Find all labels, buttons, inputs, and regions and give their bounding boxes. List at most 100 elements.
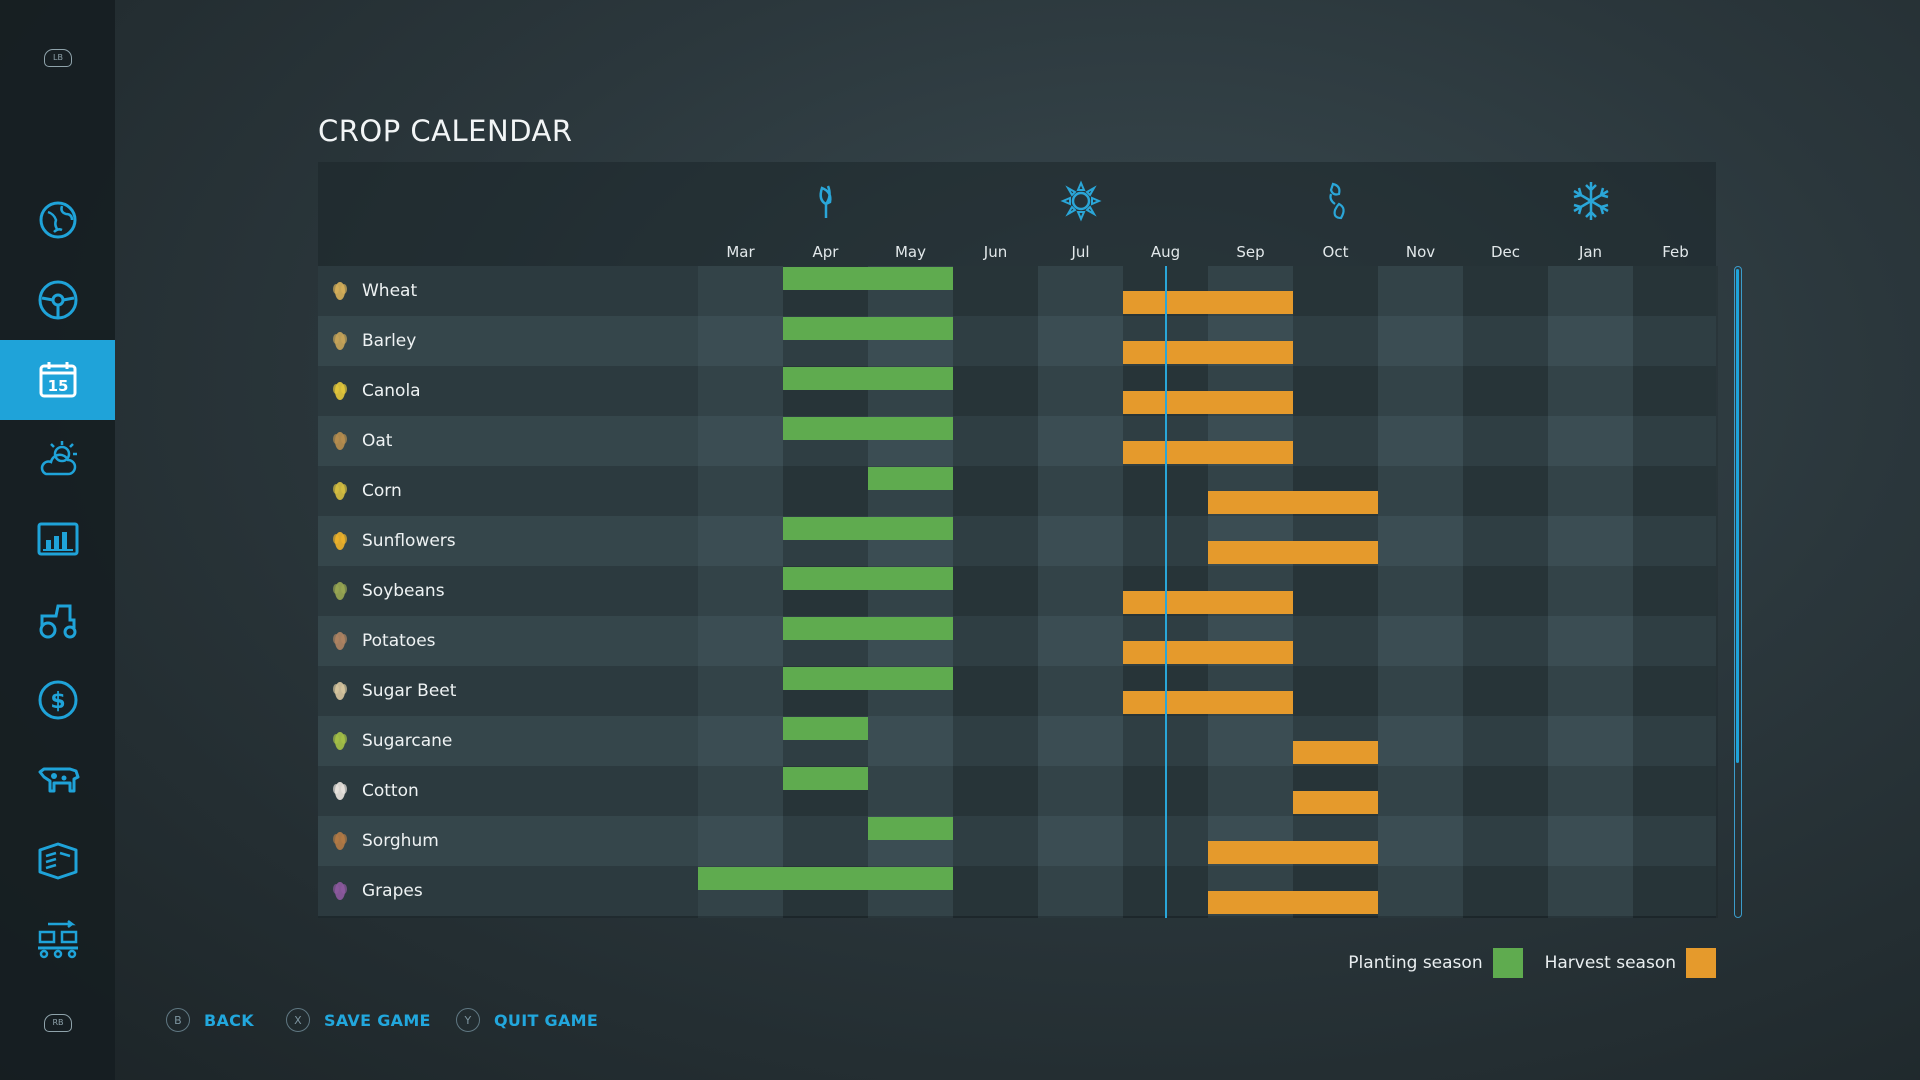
page-title: CROP CALENDAR: [318, 114, 573, 148]
canola-icon: [328, 379, 352, 403]
crop-row: Soybeans: [318, 566, 1716, 616]
planting-bar: [868, 667, 953, 690]
crop-name: Wheat: [362, 281, 418, 301]
month-column: [1293, 266, 1378, 918]
harvest-bar: [1293, 841, 1378, 864]
scrollbar-thumb[interactable]: [1736, 269, 1739, 763]
sidebar-item-animals[interactable]: [0, 740, 115, 820]
harvest-bar: [1208, 441, 1293, 464]
sugar-beet-icon: [328, 679, 352, 703]
sidebar-item-statistics[interactable]: [0, 500, 115, 580]
weather-icon: [40, 441, 77, 476]
planting-bar: [868, 467, 953, 490]
sugarcane-icon: [328, 729, 352, 753]
planting-bar: [868, 867, 953, 890]
planting-bar: [868, 617, 953, 640]
month-label: Sep: [1236, 243, 1265, 261]
planting-bar: [698, 867, 783, 890]
month-label: Jul: [1071, 243, 1090, 261]
crop-name: Soybeans: [362, 581, 445, 601]
harvest-bar: [1208, 691, 1293, 714]
crop-name: Sugar Beet: [362, 681, 457, 701]
planting-bar: [783, 267, 868, 290]
scrollbar[interactable]: [1734, 266, 1742, 918]
sidebar-item-vehicles[interactable]: [0, 260, 115, 340]
calendar-icon: 15: [39, 362, 76, 398]
quit-game-button[interactable]: Y QUIT GAME: [456, 1008, 598, 1032]
month-label: Nov: [1405, 243, 1436, 261]
crop-row: Potatoes: [318, 616, 1716, 666]
barley-icon: [328, 329, 352, 353]
crop-row: Barley: [318, 316, 1716, 366]
month-column: [1463, 266, 1548, 918]
planting-bar: [783, 317, 868, 340]
tractor-icon: [39, 604, 76, 639]
month-label: Feb: [1662, 243, 1689, 261]
svg-text:$: $: [50, 689, 65, 714]
month-label: Apr: [812, 243, 839, 261]
sidebar-item-weather[interactable]: [0, 420, 115, 500]
harvest-bar: [1293, 491, 1378, 514]
cotton-icon: [328, 779, 352, 803]
crop-name: Sorghum: [362, 831, 439, 851]
crop-name: Sunflowers: [362, 531, 456, 551]
planting-bar: [783, 517, 868, 540]
month-label: Mar: [726, 243, 755, 261]
wheat-icon: [328, 279, 352, 303]
crop-name: Potatoes: [362, 631, 436, 651]
sunflower-icon: [328, 529, 352, 553]
planting-bar: [868, 267, 953, 290]
harvest-bar: [1293, 891, 1378, 914]
planting-bar: [783, 717, 868, 740]
summer-icon: [1058, 178, 1104, 224]
planting-bar: [868, 417, 953, 440]
month-column: [1633, 266, 1718, 918]
harvest-bar: [1208, 541, 1293, 564]
current-date-marker: [1164, 266, 1167, 918]
crop-row: Oat: [318, 416, 1716, 466]
globe-map-icon: [39, 201, 76, 239]
crop-row: Sugarcane: [318, 716, 1716, 766]
month-column: [1378, 266, 1463, 918]
corn-icon: [328, 479, 352, 503]
rb-bumper-icon: RB: [44, 1014, 72, 1032]
animals-icon: [38, 767, 79, 793]
crop-name: Oat: [362, 431, 393, 451]
crop-name: Corn: [362, 481, 402, 501]
planting-bar: [868, 367, 953, 390]
harvest-bar: [1208, 291, 1293, 314]
sidebar-item-finances[interactable]: $: [0, 660, 115, 740]
back-button[interactable]: B BACK: [166, 1008, 254, 1032]
b-key-icon: B: [166, 1008, 190, 1032]
sidebar-item-calendar[interactable]: 15: [0, 340, 115, 420]
save-game-button-label: SAVE GAME: [324, 1010, 431, 1030]
planting-bar: [783, 367, 868, 390]
harvest-bar: [1208, 841, 1293, 864]
crop-row: Wheat: [318, 266, 1716, 316]
crop-calendar-grid: Wheat Barley Canola Oat Corn Sunflowers Soybea…: [318, 266, 1716, 918]
harvest-bar: [1208, 891, 1293, 914]
legend-planting-label: Planting season: [1348, 953, 1483, 973]
legend: Planting season Harvest season: [1348, 948, 1716, 978]
month-label: Oct: [1322, 243, 1349, 261]
y-key-icon: Y: [456, 1008, 480, 1032]
sidebar-item-production[interactable]: [0, 900, 115, 980]
harvest-bar: [1208, 641, 1293, 664]
harvest-bar: [1208, 591, 1293, 614]
month-label: Jun: [983, 243, 1008, 261]
legend-harvest-swatch: [1686, 948, 1716, 978]
sidebar-item-help[interactable]: [0, 820, 115, 900]
steering-wheel-icon: [38, 280, 77, 320]
harvest-bar: [1293, 791, 1378, 814]
planting-bar: [783, 667, 868, 690]
lb-bumper-icon: LB: [44, 49, 72, 67]
save-game-button[interactable]: X SAVE GAME: [286, 1008, 431, 1032]
planting-bar: [783, 617, 868, 640]
planting-bar: [868, 817, 953, 840]
sidebar-item-garage[interactable]: [0, 580, 115, 660]
month-column: [1038, 266, 1123, 918]
sidebar-item-map[interactable]: [0, 180, 115, 260]
planting-bar: [868, 517, 953, 540]
harvest-bar: [1208, 391, 1293, 414]
planting-bar: [868, 317, 953, 340]
